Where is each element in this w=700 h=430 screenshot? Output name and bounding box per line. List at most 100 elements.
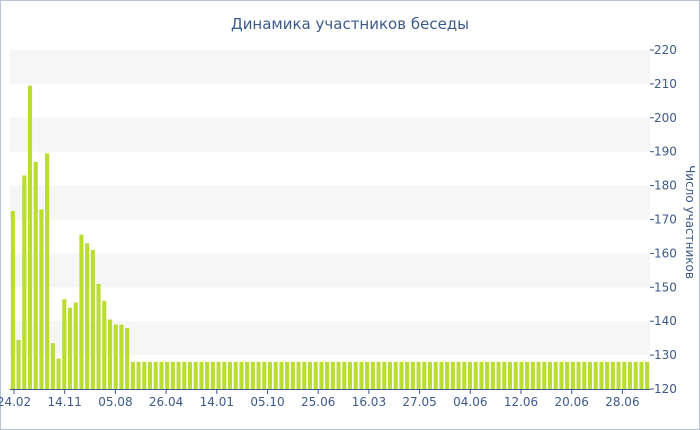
bar <box>170 361 175 389</box>
bar <box>433 361 438 389</box>
bar <box>33 161 38 389</box>
bar <box>399 361 404 389</box>
bar <box>365 361 370 389</box>
grid-band <box>10 50 650 84</box>
bar <box>599 361 604 389</box>
bar <box>347 361 353 389</box>
bar <box>245 361 250 389</box>
bar <box>62 299 67 389</box>
bar <box>227 361 233 389</box>
bars-group <box>10 85 650 389</box>
y-tick-label: 190 <box>654 145 677 159</box>
bar <box>199 361 204 389</box>
bar <box>107 319 113 389</box>
y-tick-label: 220 <box>654 43 677 57</box>
bar <box>485 361 490 389</box>
bar <box>639 361 644 389</box>
bar <box>553 361 558 389</box>
x-tick-label: 27.05 <box>402 395 436 409</box>
grid-band <box>10 117 650 152</box>
bar <box>165 361 170 389</box>
bar <box>210 361 215 389</box>
bar <box>22 175 27 389</box>
bar <box>490 361 495 389</box>
bar <box>187 361 193 389</box>
x-tick-label: 05.08 <box>98 395 132 409</box>
bar <box>645 361 650 389</box>
bar <box>496 361 501 389</box>
bar <box>125 327 130 389</box>
bar <box>10 211 15 389</box>
bar <box>593 361 598 389</box>
x-tick-label: 20.06 <box>555 395 589 409</box>
bar <box>325 361 330 389</box>
bar <box>79 234 84 389</box>
bar <box>142 361 147 389</box>
bar <box>267 361 273 389</box>
bar <box>313 361 318 389</box>
bar <box>427 361 433 389</box>
bar <box>222 361 227 389</box>
x-tick-label: 25.06 <box>301 395 335 409</box>
bar <box>467 361 473 389</box>
bar <box>445 361 450 389</box>
bar <box>279 361 284 389</box>
y-tick-label: 130 <box>654 348 677 362</box>
bar <box>542 361 547 389</box>
y-axis-label: Число участников <box>683 165 697 279</box>
bar <box>205 361 210 389</box>
y-tick-label: 160 <box>654 246 677 260</box>
y-tick-label: 210 <box>654 77 677 91</box>
bar <box>216 361 221 389</box>
bar <box>502 361 507 389</box>
bar <box>262 361 267 389</box>
bar <box>73 302 78 389</box>
bar <box>559 361 564 389</box>
x-tick-label: 16.03 <box>352 395 386 409</box>
bar <box>382 361 387 389</box>
x-tick-label: 28.06 <box>605 395 639 409</box>
bar <box>627 361 633 389</box>
x-axis-ticks: 24.02 14.11 05.08 26.04 14.01 05.10 25.06 16.03… <box>0 389 640 409</box>
bar <box>256 361 261 389</box>
bar <box>410 361 415 389</box>
y-tick-label: 180 <box>654 179 677 193</box>
bar <box>290 361 295 389</box>
bar <box>519 361 524 389</box>
bar <box>159 361 164 389</box>
bar <box>576 361 581 389</box>
bar <box>250 361 255 389</box>
bar <box>530 361 535 389</box>
bar <box>147 361 153 389</box>
bar <box>302 361 307 389</box>
bar <box>330 361 335 389</box>
bar <box>119 324 124 389</box>
bar <box>587 361 593 389</box>
bar <box>273 361 278 389</box>
y-tick-label: 150 <box>654 280 677 294</box>
y-tick-label: 120 <box>654 382 677 396</box>
grid-band <box>10 185 650 220</box>
bar <box>422 361 427 389</box>
bar <box>507 361 513 389</box>
bar <box>113 324 118 389</box>
bar <box>456 361 461 389</box>
bar <box>393 361 398 389</box>
bar <box>56 358 61 389</box>
bar <box>336 361 341 389</box>
bar <box>565 361 570 389</box>
x-tick-label: 26.04 <box>149 395 183 409</box>
chart-title: Динамика участников беседы <box>231 15 469 33</box>
bar <box>50 343 55 389</box>
x-tick-label: 24.02 <box>0 395 31 409</box>
bar <box>622 361 627 389</box>
bar <box>547 361 553 389</box>
bar <box>296 361 301 389</box>
bar <box>285 361 290 389</box>
bar <box>610 361 615 389</box>
bar <box>90 250 95 389</box>
x-tick-label: 12.06 <box>504 395 538 409</box>
bar <box>473 361 478 389</box>
bar <box>342 361 347 389</box>
bar <box>307 361 313 389</box>
